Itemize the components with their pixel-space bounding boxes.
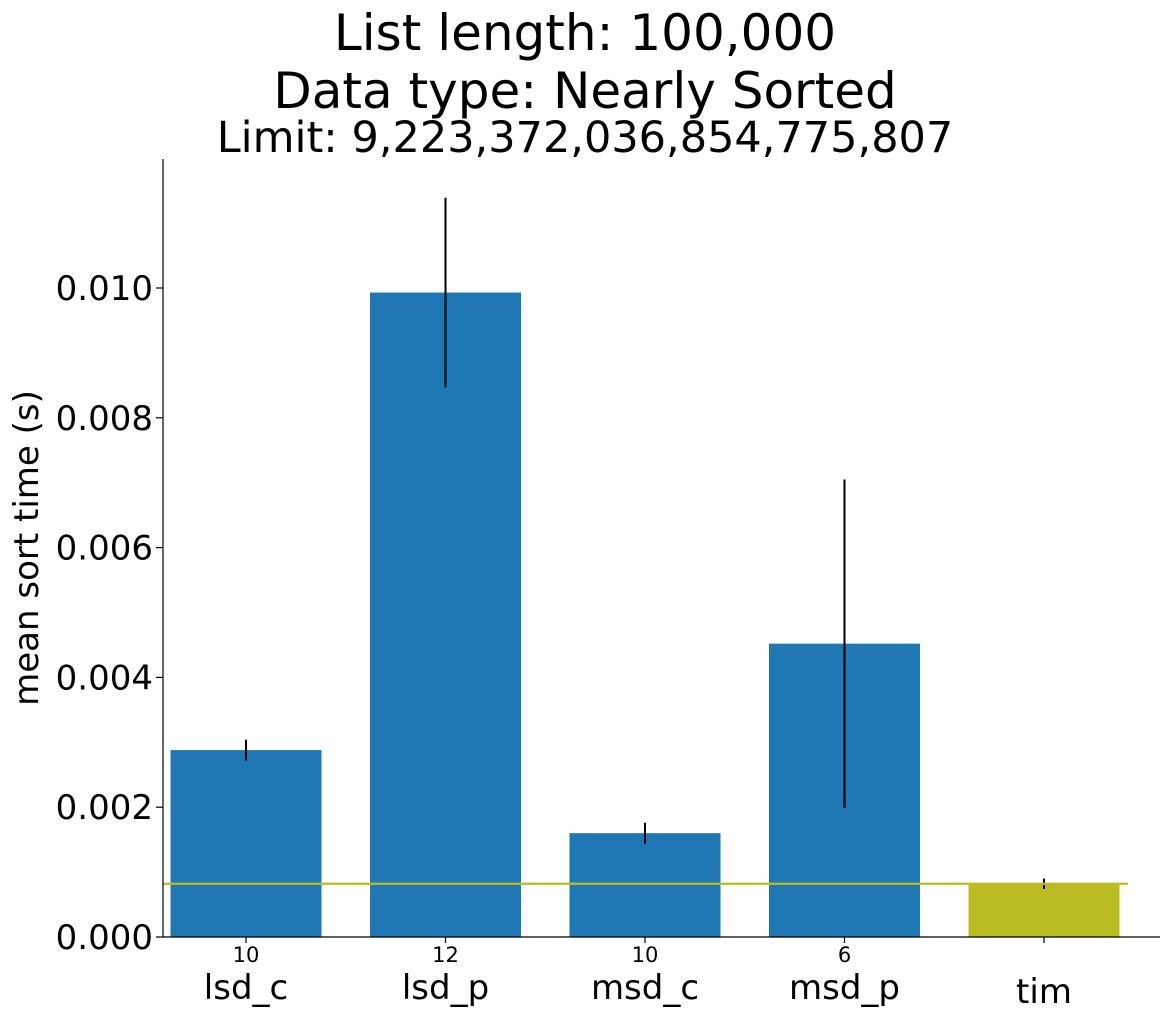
y-tick-label: 0.002 [56,788,153,828]
count-label-msd_p: 6 [838,943,851,967]
count-label-lsd_p: 12 [432,943,459,967]
y-tick-label: 0.010 [56,269,153,309]
x-tick-label-tim: tim [1016,972,1072,1012]
y-axis-label: mean sort time (s) [7,390,47,706]
x-tick-label-msd_p: msd_p [789,968,900,1008]
bar-msd_c [569,833,721,937]
y-tick-label: 0.000 [56,918,153,958]
x-tick-label-msd_c: msd_c [591,968,699,1008]
y-tick-label: 0.006 [56,529,153,569]
count-label-msd_c: 10 [632,943,659,967]
count-label-lsd_c: 10 [233,943,260,967]
chart-title-line-2: Data type: Nearly Sorted [273,62,896,120]
y-tick-label: 0.008 [56,399,153,439]
bar-lsd_p [370,292,521,938]
bar-lsd_c [170,750,322,937]
bar-tim [968,883,1120,937]
x-tick-label-lsd_c: lsd_c [204,968,288,1008]
plot-area: 0.0000.0020.0040.0060.0080.01010lsd_c12l… [56,197,1128,1012]
x-tick-label-lsd_p: lsd_p [402,968,489,1008]
chart-title-line-1: List length: 100,000 [334,4,836,62]
chart-subtitle: Limit: 9,223,372,036,854,775,807 [217,113,954,163]
y-tick-label: 0.004 [56,658,153,698]
